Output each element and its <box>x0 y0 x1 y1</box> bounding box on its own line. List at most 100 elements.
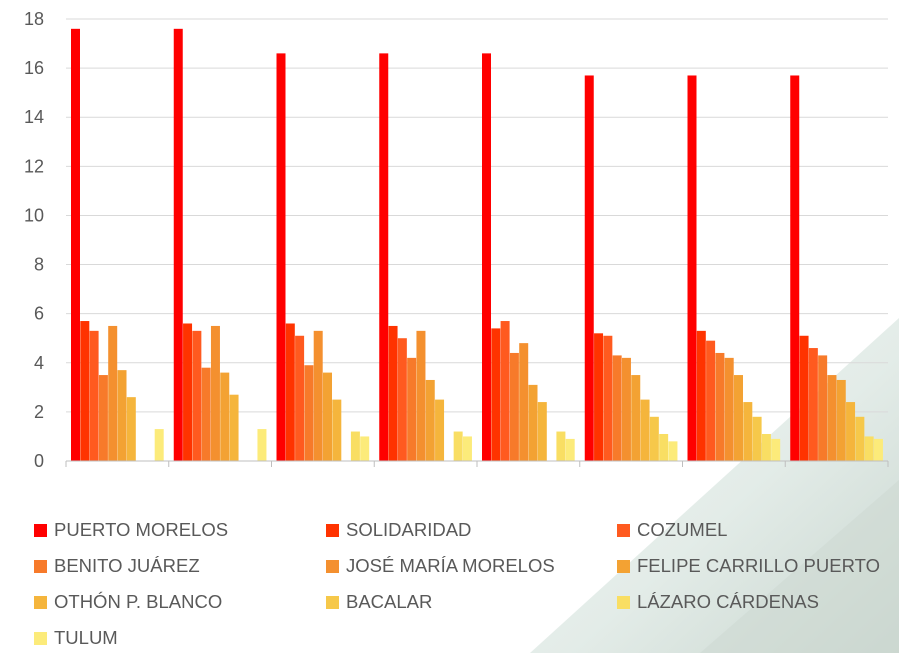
bar <box>462 436 472 461</box>
bar <box>201 367 211 461</box>
bar <box>295 335 305 461</box>
bar <box>276 53 286 461</box>
bar <box>229 394 239 461</box>
bar <box>790 75 800 461</box>
y-tick-label: 2 <box>34 402 44 422</box>
bar <box>453 431 463 461</box>
bar <box>640 399 650 461</box>
legend-item: PUERTO MORELOS <box>34 516 228 544</box>
bar <box>126 397 136 461</box>
legend-item: SOLIDARIDAD <box>326 516 471 544</box>
legend-swatch <box>326 559 339 573</box>
y-axis-labels: 0 2 4 6 8 10 12 14 16 18 <box>24 9 44 470</box>
bar <box>379 53 389 461</box>
bar <box>659 433 669 461</box>
bar <box>257 429 267 461</box>
bar <box>855 416 865 461</box>
bar <box>220 372 230 461</box>
legend-label: PUERTO MORELOS <box>54 519 229 540</box>
bar <box>836 379 846 461</box>
bar <box>304 365 314 461</box>
bar <box>743 402 753 461</box>
legend-label: BACALAR <box>346 591 433 612</box>
legend-swatch <box>34 631 47 645</box>
legend-item: BACALAR <box>326 588 432 616</box>
bar <box>350 431 360 461</box>
legend-swatch <box>326 523 339 537</box>
bar <box>183 323 193 461</box>
y-tick-label: 14 <box>24 107 44 127</box>
bar <box>584 75 594 461</box>
bar <box>706 340 716 461</box>
legend-label: BENITO JUÁREZ <box>54 555 200 576</box>
bar <box>435 399 445 461</box>
bar <box>323 372 332 461</box>
bar <box>594 333 604 461</box>
y-tick-label: 0 <box>34 451 44 470</box>
bar <box>864 436 874 461</box>
bar <box>696 330 706 461</box>
bar <box>687 75 697 461</box>
bar <box>724 357 734 461</box>
bar <box>407 357 417 461</box>
legend-swatch <box>617 595 630 609</box>
bar <box>416 330 426 461</box>
legend-item: COZUMEL <box>617 516 727 544</box>
legend-item: TULUM <box>34 624 118 652</box>
legend-item: JOSÉ MARÍA MORELOS <box>326 552 555 580</box>
bar <box>734 375 743 461</box>
legend-swatch <box>34 559 47 573</box>
bar <box>117 370 127 461</box>
legend-label: JOSÉ MARÍA MORELOS <box>346 555 555 576</box>
y-tick-label: 18 <box>24 9 44 29</box>
bar <box>89 330 99 461</box>
bar <box>565 438 575 461</box>
y-tick-label: 6 <box>34 304 44 324</box>
bars <box>71 28 883 461</box>
bar <box>631 375 641 461</box>
bar <box>500 321 510 461</box>
bar <box>528 384 538 461</box>
bar <box>668 441 678 461</box>
legend-swatch <box>617 559 630 573</box>
gridlines <box>66 18 888 413</box>
bar <box>612 355 622 461</box>
bar <box>808 348 818 461</box>
legend-label: LÁZARO CÁRDENAS <box>637 591 819 612</box>
bar <box>715 352 725 461</box>
legend-item: BENITO JUÁREZ <box>34 552 200 580</box>
bar-chart: 0 2 4 6 8 10 12 14 16 18 13-jul14-jul15-jul16-jul… <box>24 9 889 470</box>
bar <box>98 375 108 461</box>
bar <box>846 402 856 461</box>
y-tick-label: 10 <box>24 205 44 225</box>
legend-label: COZUMEL <box>637 519 728 540</box>
bar <box>799 335 809 461</box>
legend-label: TULUM <box>54 627 118 648</box>
bar <box>537 402 547 461</box>
bar <box>482 53 491 461</box>
bar <box>603 335 613 461</box>
bar <box>519 343 529 461</box>
legend-label: OTHÓN P. BLANCO <box>54 591 223 612</box>
bar <box>173 28 183 461</box>
bar <box>873 438 883 461</box>
legend-swatch <box>617 523 630 537</box>
bar <box>827 375 837 461</box>
bar <box>556 431 566 461</box>
bar <box>332 399 342 461</box>
bar <box>761 433 771 461</box>
bar <box>509 352 519 461</box>
legend-item: OTHÓN P. BLANCO <box>34 588 222 616</box>
bar <box>397 338 407 461</box>
y-tick-label: 4 <box>34 353 44 373</box>
bar <box>192 330 202 461</box>
bar <box>154 429 164 461</box>
bar <box>649 416 659 461</box>
bar <box>771 438 781 461</box>
legend: PUERTO MORELOS SOLIDARIDAD COZUMEL BENITO J… <box>0 514 899 653</box>
y-tick-label: 16 <box>24 58 44 78</box>
bar <box>818 355 828 461</box>
legend-swatch <box>326 595 339 609</box>
bar <box>491 328 501 461</box>
legend-label: SOLIDARIDAD <box>346 519 472 540</box>
